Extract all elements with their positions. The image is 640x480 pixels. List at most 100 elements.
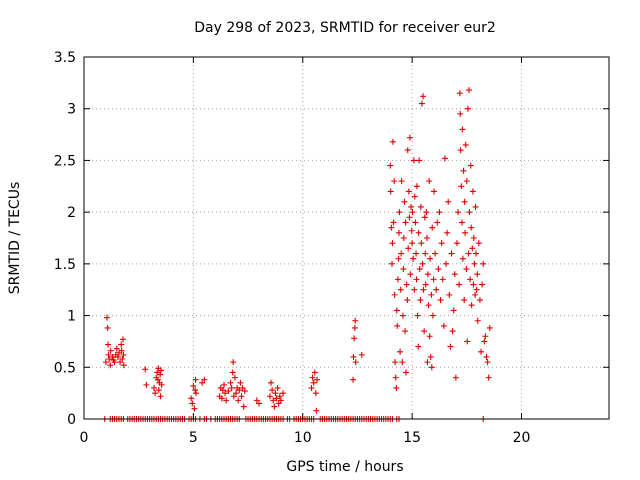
- data-point: [114, 353, 121, 360]
- data-point: [409, 209, 416, 216]
- data-point: [461, 198, 468, 205]
- data-point: [391, 291, 398, 298]
- data-point: [473, 250, 479, 257]
- x-axis-label: GPS time / hours: [286, 459, 403, 475]
- data-point: [396, 229, 402, 236]
- data-point: [484, 359, 491, 366]
- data-point: [270, 397, 277, 404]
- data-point: [429, 224, 436, 231]
- data-point: [475, 240, 482, 247]
- data-point: [464, 105, 471, 112]
- data-point: [470, 235, 477, 241]
- data-point: [421, 214, 428, 221]
- data-point: [107, 362, 114, 369]
- data-point: [408, 227, 415, 234]
- data-point: [417, 297, 424, 304]
- data-point: [412, 219, 419, 226]
- data-point: [107, 347, 114, 354]
- data-point: [352, 359, 359, 366]
- data-point: [256, 400, 262, 407]
- data-point: [429, 312, 436, 319]
- data-point: [438, 240, 445, 247]
- data-point: [273, 395, 280, 402]
- data-point: [482, 333, 489, 340]
- data-point: [239, 384, 246, 391]
- data-point: [120, 351, 127, 358]
- data-point: [103, 314, 110, 321]
- data-point: [272, 390, 279, 397]
- data-point: [439, 276, 446, 283]
- data-point: [266, 393, 273, 400]
- chart-title: Day 298 of 2023, SRMTID for receiver eur…: [194, 20, 496, 36]
- data-point: [230, 359, 237, 366]
- data-point: [415, 229, 422, 236]
- data-point: [478, 348, 485, 355]
- data-point: [394, 322, 401, 329]
- data-point: [313, 376, 320, 383]
- data-point: [192, 387, 199, 394]
- data-point: [447, 343, 454, 350]
- data-point: [443, 260, 450, 267]
- data-point: [392, 359, 399, 366]
- data-point: [225, 388, 232, 395]
- data-point: [407, 271, 414, 278]
- y-tick-label: 0.5: [54, 360, 76, 376]
- data-point: [476, 297, 483, 304]
- data-point: [158, 367, 164, 374]
- data-point: [419, 260, 426, 267]
- data-point: [396, 209, 403, 216]
- data-point: [399, 359, 406, 366]
- data-point: [446, 291, 453, 298]
- data-point: [435, 266, 442, 273]
- data-point: [238, 393, 245, 400]
- data-point: [457, 110, 464, 117]
- data-point: [426, 178, 433, 185]
- data-point: [462, 141, 469, 148]
- data-point: [391, 178, 398, 185]
- data-point: [192, 376, 199, 383]
- data-point: [411, 286, 418, 293]
- data-point: [312, 390, 319, 397]
- y-tick-label: 2.5: [54, 153, 76, 169]
- data-point: [142, 366, 149, 373]
- x-tick-label: 15: [403, 430, 421, 446]
- data-point: [437, 297, 444, 304]
- data-point: [486, 324, 493, 331]
- data-point: [452, 374, 459, 381]
- data-point: [456, 90, 463, 97]
- data-point: [416, 266, 423, 273]
- data-point: [387, 162, 394, 169]
- y-axis-label: SRMTID / TECUs: [7, 182, 23, 295]
- data-point: [431, 188, 437, 195]
- data-point: [120, 362, 127, 369]
- data-point: [268, 379, 275, 386]
- data-point: [455, 209, 462, 216]
- data-point: [467, 276, 474, 283]
- data-point: [427, 353, 434, 360]
- data-point: [458, 183, 465, 190]
- data-point: [118, 341, 125, 348]
- data-point: [233, 390, 240, 397]
- data-point: [411, 193, 418, 200]
- data-point: [427, 255, 434, 262]
- data-point: [464, 338, 471, 345]
- data-point: [472, 203, 479, 210]
- axes: 0 0.5 1 1.5 2 2.5 3 3.5 0 5 10 15 20: [54, 50, 609, 446]
- data-point: [413, 183, 420, 190]
- data-point: [453, 240, 460, 247]
- data-point: [424, 359, 431, 366]
- data-point: [280, 390, 287, 397]
- data-point: [471, 260, 478, 267]
- y-tick-label: 2: [67, 205, 76, 221]
- data-point: [463, 266, 470, 273]
- data-point: [189, 400, 196, 407]
- data-point: [393, 307, 400, 314]
- data-point: [394, 276, 401, 283]
- data-point: [105, 351, 112, 358]
- data-point: [158, 381, 165, 388]
- data-point: [410, 157, 417, 164]
- data-point: [352, 317, 359, 324]
- data-point: [231, 374, 238, 381]
- data-point: [222, 390, 229, 397]
